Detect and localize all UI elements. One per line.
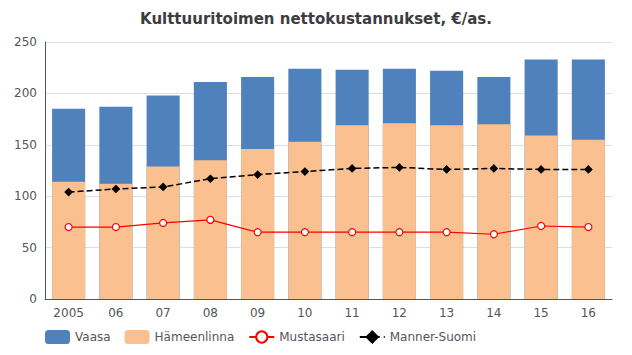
svg-text:50: 50 xyxy=(22,241,37,255)
svg-text:15: 15 xyxy=(533,306,548,320)
svg-text:12: 12 xyxy=(392,306,407,320)
svg-text:Mustasaari: Mustasaari xyxy=(279,330,345,344)
svg-text:11: 11 xyxy=(344,306,359,320)
svg-text:100: 100 xyxy=(14,189,37,203)
svg-text:13: 13 xyxy=(439,306,454,320)
svg-text:07: 07 xyxy=(155,306,170,320)
svg-text:08: 08 xyxy=(203,306,218,320)
svg-text:200: 200 xyxy=(14,86,37,100)
svg-text:06: 06 xyxy=(108,306,123,320)
svg-text:Vaasa: Vaasa xyxy=(75,330,111,344)
svg-text:16: 16 xyxy=(581,306,596,320)
svg-text:0: 0 xyxy=(29,292,37,306)
svg-text:Kulttuuritoimen nettokustannuk: Kulttuuritoimen nettokustannukset, €/as. xyxy=(140,10,492,28)
svg-text:2005: 2005 xyxy=(53,306,84,320)
svg-text:150: 150 xyxy=(14,138,37,152)
svg-text:Manner-Suomi: Manner-Suomi xyxy=(390,330,476,344)
svg-text:Hämeenlinna: Hämeenlinna xyxy=(155,330,235,344)
svg-text:10: 10 xyxy=(297,306,312,320)
svg-text:250: 250 xyxy=(14,35,37,49)
svg-text:09: 09 xyxy=(250,306,265,320)
svg-text:14: 14 xyxy=(486,306,501,320)
